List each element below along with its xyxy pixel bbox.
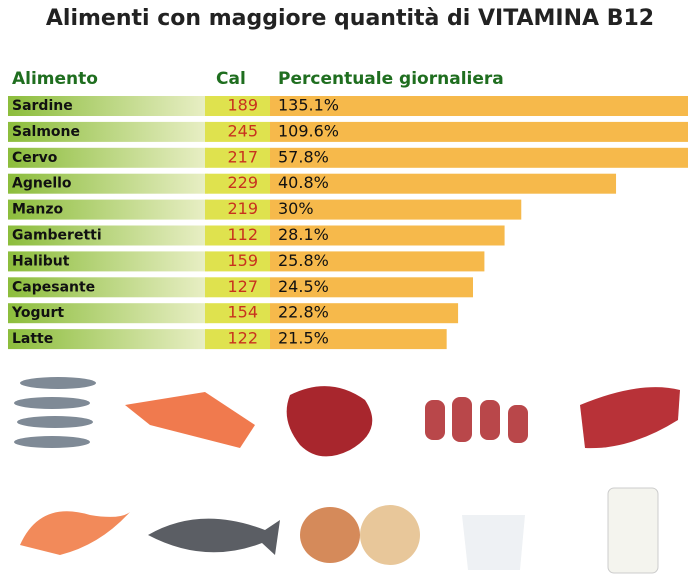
value-label: 25.8% [278, 251, 329, 270]
cal-background [205, 173, 270, 194]
bar [270, 173, 617, 194]
value-label: 57.8% [278, 147, 329, 166]
column-header: Cal [216, 69, 246, 89]
label-background [8, 147, 208, 168]
cal-background [205, 251, 270, 272]
calories: 127 [227, 277, 258, 296]
bar [270, 277, 473, 298]
label-background [8, 277, 208, 298]
calories: 159 [227, 251, 258, 270]
food-name: Latte [12, 331, 53, 347]
column-header: Percentuale giornaliera [278, 69, 504, 89]
food-images [14, 377, 680, 574]
label-background [8, 121, 208, 142]
value-label: 135.1% [278, 96, 339, 115]
bar [270, 225, 505, 246]
calories: 229 [227, 173, 258, 192]
food-name: Agnello [12, 176, 72, 192]
bar [270, 147, 688, 168]
label-background [8, 251, 208, 272]
bar [270, 96, 688, 116]
cal-background [205, 121, 270, 142]
bar [270, 303, 459, 324]
food-name: Salmone [12, 124, 80, 140]
label-background [8, 96, 208, 116]
cal-background [205, 225, 270, 246]
food-name: Manzo [12, 202, 63, 218]
bar [270, 251, 485, 272]
food-name: Capesante [12, 279, 95, 295]
calories: 154 [227, 303, 258, 322]
cal-background [205, 303, 270, 324]
label-background [8, 225, 208, 246]
cal-background [205, 277, 270, 298]
food-name: Cervo [12, 150, 58, 166]
calories: 122 [227, 329, 258, 348]
food-name: Yogurt [11, 305, 64, 321]
value-label: 24.5% [278, 277, 329, 296]
label-background [8, 303, 208, 324]
cal-background [205, 96, 270, 116]
calories: 189 [227, 96, 258, 115]
label-background [8, 173, 208, 194]
value-label: 22.8% [278, 303, 329, 322]
value-label: 21.5% [278, 329, 329, 348]
calories: 219 [227, 199, 258, 218]
calories: 217 [227, 147, 258, 166]
bar [270, 329, 447, 350]
cal-background [205, 199, 270, 220]
value-label: 28.1% [278, 225, 329, 244]
column-header: Alimento [12, 69, 98, 89]
cal-background [205, 329, 270, 350]
value-label: 30% [278, 199, 314, 218]
value-label: 109.6% [278, 121, 339, 140]
chart-title: Alimenti con maggiore quantità di VITAMI… [45, 6, 655, 31]
value-label: 40.8% [278, 173, 329, 192]
food-name: Sardine [12, 98, 73, 114]
bar [270, 199, 522, 220]
calories: 245 [227, 121, 258, 140]
food-name: Gamberetti [12, 228, 102, 244]
label-background [8, 329, 208, 350]
label-background [8, 199, 208, 220]
cal-background [205, 147, 270, 168]
food-name: Halibut [12, 253, 70, 269]
bar [270, 121, 688, 142]
calories: 112 [227, 225, 258, 244]
